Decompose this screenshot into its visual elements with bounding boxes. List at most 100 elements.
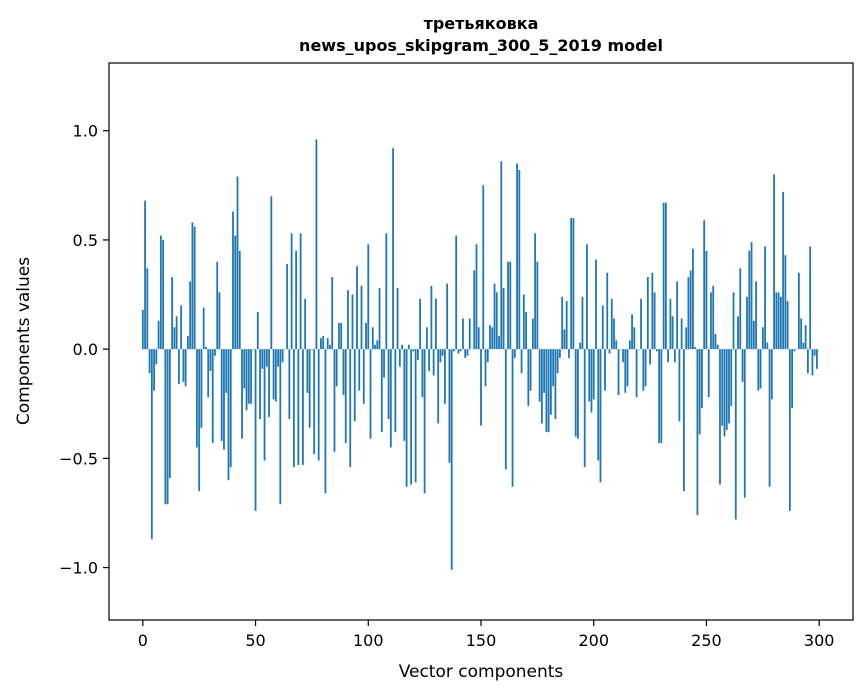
bar <box>477 327 480 350</box>
bar <box>595 259 597 350</box>
bar <box>441 349 444 356</box>
bar <box>144 200 146 350</box>
bar <box>741 349 744 382</box>
bar <box>689 270 692 350</box>
bar <box>581 296 584 350</box>
bar <box>642 349 645 391</box>
bar <box>218 292 221 350</box>
bar <box>207 349 210 398</box>
bar <box>265 349 268 367</box>
bar <box>712 285 715 350</box>
bar <box>604 349 606 391</box>
bar <box>710 292 712 350</box>
bar <box>329 344 331 350</box>
bar <box>725 349 728 430</box>
bar <box>673 349 676 363</box>
y-tick-label: 0.0 <box>73 340 98 359</box>
bar <box>786 301 789 350</box>
bar <box>333 349 336 452</box>
bar <box>547 349 550 433</box>
bar <box>313 349 316 454</box>
bar <box>759 349 762 389</box>
bar <box>507 261 509 350</box>
bar <box>299 233 302 350</box>
bar <box>247 349 250 404</box>
bar <box>286 263 289 350</box>
bar <box>243 349 246 389</box>
chart-subtitle: news_upos_skipgram_300_5_2019 model <box>299 36 663 55</box>
bar <box>412 349 415 352</box>
bar <box>367 244 370 350</box>
bar <box>583 349 586 468</box>
bar <box>678 349 681 422</box>
bar <box>365 322 367 350</box>
bar <box>493 283 496 350</box>
bar <box>768 349 771 487</box>
bar <box>356 266 358 350</box>
bar <box>590 349 593 413</box>
bar <box>516 163 518 350</box>
bar <box>782 191 785 350</box>
bar <box>191 222 194 350</box>
bar <box>369 349 372 439</box>
bar <box>259 349 261 420</box>
bar <box>292 349 295 468</box>
bar <box>254 349 257 511</box>
bar <box>635 349 638 398</box>
bar <box>482 185 485 350</box>
x-tick-label: 300 <box>804 631 835 650</box>
bar <box>816 349 818 369</box>
x-tick-label: 100 <box>353 631 384 650</box>
x-tick-label: 150 <box>466 631 497 650</box>
bar <box>680 318 683 350</box>
bar <box>455 235 458 350</box>
bar <box>649 349 651 365</box>
x-axis-label: Vector components <box>399 662 564 682</box>
bar <box>660 349 663 444</box>
bar <box>353 349 356 422</box>
bar <box>453 349 455 352</box>
bar <box>764 246 766 350</box>
bar <box>522 294 525 350</box>
bar <box>462 318 464 350</box>
bar <box>761 327 764 350</box>
bar <box>342 349 345 396</box>
bar <box>473 270 476 350</box>
x-tick-label: 250 <box>691 631 722 650</box>
bar <box>171 277 174 350</box>
bar <box>683 349 685 492</box>
bar <box>374 344 376 350</box>
bar <box>193 226 196 350</box>
bar <box>159 235 162 350</box>
bar <box>687 277 690 350</box>
bar <box>671 316 674 350</box>
bar <box>504 349 507 470</box>
bar <box>401 344 403 350</box>
bar <box>380 349 383 433</box>
bar <box>196 349 198 448</box>
bar <box>450 349 453 570</box>
bar <box>561 296 564 350</box>
bar <box>358 349 361 391</box>
bar <box>554 349 557 420</box>
bar <box>338 322 340 350</box>
bar <box>716 344 719 350</box>
bar <box>308 349 311 428</box>
bar <box>565 301 568 350</box>
bar <box>459 349 462 352</box>
bar <box>396 287 399 350</box>
bar <box>475 244 478 350</box>
bar <box>202 307 205 350</box>
bar <box>606 272 609 350</box>
plot-frame <box>108 62 854 621</box>
bar <box>444 349 446 404</box>
bar <box>326 338 329 350</box>
bar <box>640 298 642 350</box>
bar <box>340 322 343 350</box>
bar <box>599 349 602 483</box>
bar <box>489 325 491 350</box>
bar <box>615 340 618 350</box>
bar <box>430 285 433 350</box>
bar <box>779 296 782 350</box>
